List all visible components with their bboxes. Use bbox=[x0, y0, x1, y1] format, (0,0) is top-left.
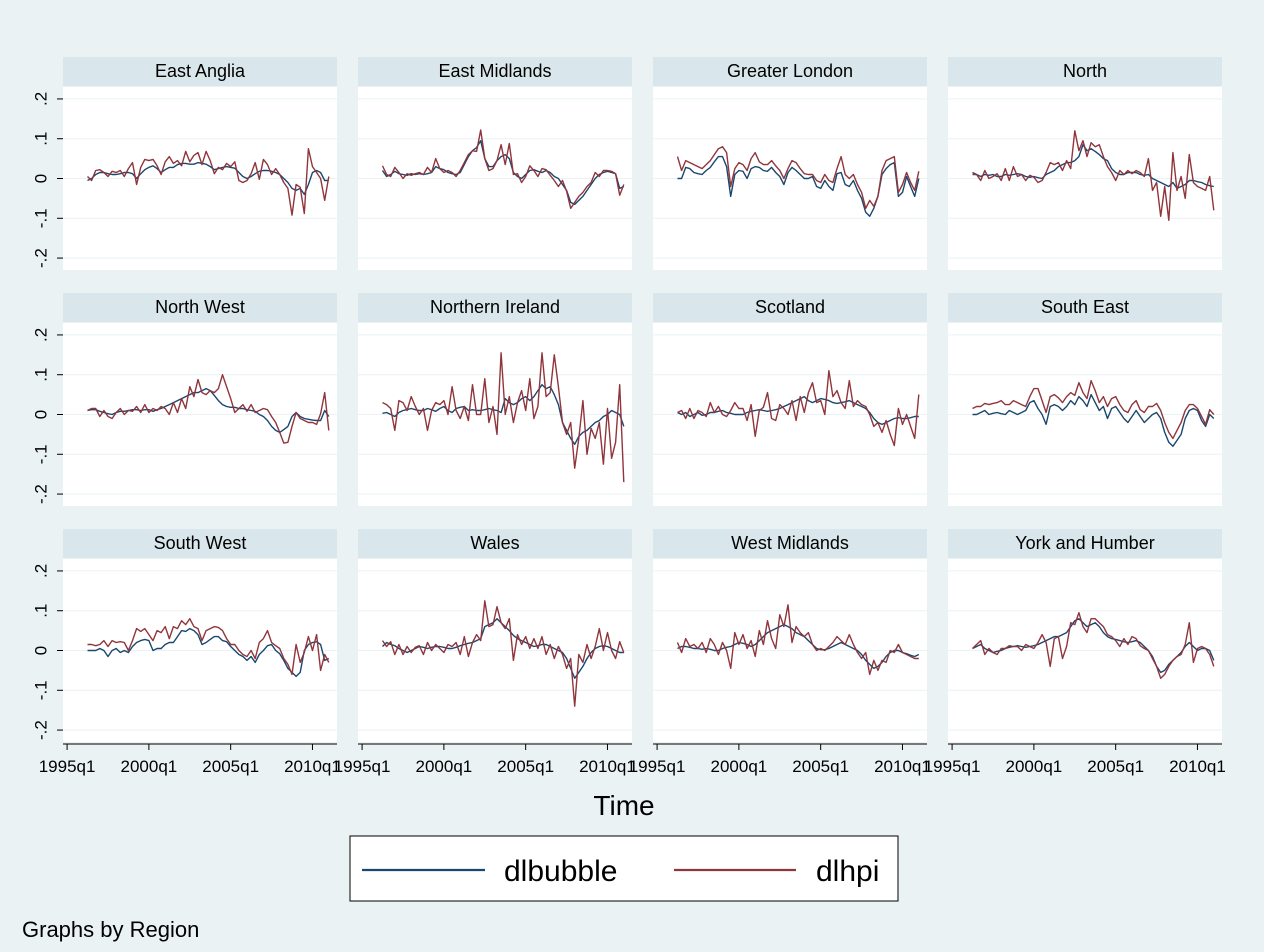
panel-strip-northern-ireland bbox=[358, 293, 632, 322]
series-line-dlhpi-northern-ireland bbox=[382, 352, 625, 483]
series-line-dlhpi-greater-london bbox=[676, 145, 920, 210]
x-tick-label: 2005q1 bbox=[792, 757, 849, 776]
panel-title-south-east: South East bbox=[1041, 297, 1129, 317]
panel-strip-york-and-humber bbox=[948, 529, 1222, 558]
series-line-dlbubble-west-midlands bbox=[677, 623, 920, 670]
panel-title-north: North bbox=[1063, 61, 1107, 81]
y-tick-label: .1 bbox=[32, 604, 51, 618]
series-line-dlhpi-south-west bbox=[87, 618, 330, 676]
y-tick-label: .1 bbox=[32, 368, 51, 382]
x-tick-label: 2010q1 bbox=[874, 757, 931, 776]
series-line-dlhpi-west-midlands bbox=[676, 604, 919, 676]
y-tick-label: 0 bbox=[32, 646, 51, 655]
series-line-dlbubble-east-anglia bbox=[87, 161, 329, 196]
legend-box bbox=[349, 835, 899, 902]
x-tick-label: 2010q1 bbox=[284, 757, 341, 776]
panel-title-northern-ireland: Northern Ireland bbox=[430, 297, 560, 317]
series-line-dlbubble-north bbox=[972, 143, 1214, 190]
panel-strip-south-east bbox=[948, 293, 1222, 322]
panel-title-south-west: South West bbox=[154, 533, 247, 553]
series-line-dlhpi-east-anglia bbox=[87, 147, 330, 216]
series-line-dlbubble-south-west bbox=[87, 627, 330, 678]
series-line-dlhpi-north bbox=[972, 130, 1215, 222]
panel-strip-west-midlands bbox=[653, 529, 927, 558]
panel-east-midlands: East Midlands bbox=[358, 57, 632, 270]
panel-strip-south-west bbox=[63, 529, 337, 558]
x-tick-label: 2000q1 bbox=[121, 757, 178, 776]
x-axis-label: Time bbox=[593, 790, 654, 821]
series-line-dlhpi-york-and-humber bbox=[972, 612, 1215, 679]
panel-strip-scotland bbox=[653, 293, 927, 322]
panel-title-west-midlands: West Midlands bbox=[731, 533, 849, 553]
panel-greater-london: Greater London bbox=[653, 57, 927, 270]
panel-york-and-humber: York and Humber bbox=[948, 529, 1222, 742]
y-tick-label: .1 bbox=[32, 132, 51, 146]
x-tick-label: 2000q1 bbox=[711, 757, 768, 776]
y-tick-label: 0 bbox=[32, 410, 51, 419]
x-tick-label: 2010q1 bbox=[579, 757, 636, 776]
y-tick-label: -.1 bbox=[32, 208, 51, 228]
panel-strip-greater-london bbox=[653, 57, 927, 86]
series-line-dlhpi-north-west bbox=[87, 374, 330, 444]
y-tick-label: -.2 bbox=[32, 720, 51, 740]
x-tick-label: 1995q1 bbox=[924, 757, 981, 776]
y-tick-label: 0 bbox=[32, 174, 51, 183]
x-tick-label: 2000q1 bbox=[416, 757, 473, 776]
y-tick-label: .2 bbox=[32, 92, 51, 106]
panel-title-east-midlands: East Midlands bbox=[438, 61, 551, 81]
panel-west-midlands: West Midlands bbox=[653, 529, 927, 742]
panel-title-york-and-humber: York and Humber bbox=[1015, 533, 1154, 553]
panel-strip-wales bbox=[358, 529, 632, 558]
x-tick-label: 2005q1 bbox=[1087, 757, 1144, 776]
legend-label-dlbubble: dlbubble bbox=[504, 855, 617, 888]
legend: dlbubble dlhpi bbox=[349, 835, 899, 902]
x-tick-label: 2000q1 bbox=[1006, 757, 1063, 776]
y-tick-label: -.1 bbox=[32, 680, 51, 700]
panel-scotland: Scotland bbox=[653, 293, 927, 506]
panel-title-wales: Wales bbox=[470, 533, 519, 553]
x-tick-label: 1995q1 bbox=[629, 757, 686, 776]
panel-title-east-anglia: East Anglia bbox=[155, 61, 246, 81]
panel-title-north-west: North West bbox=[155, 297, 245, 317]
panels: East Anglia -.2 -.1 0 .1 .2 East Midlands Great… bbox=[32, 57, 1222, 742]
x-tick-label: 1995q1 bbox=[39, 757, 96, 776]
panel-title-scotland: Scotland bbox=[755, 297, 825, 317]
series-line-dlhpi-east-midlands bbox=[381, 129, 625, 210]
legend-label-dlhpi: dlhpi bbox=[816, 855, 879, 888]
series-line-dlhpi-scotland bbox=[677, 370, 920, 447]
panel-north-west: North West -.2 -.1 0 .1 .2 bbox=[32, 293, 337, 506]
panel-northern-ireland: Northern Ireland bbox=[358, 293, 632, 506]
y-tick-label: .2 bbox=[32, 564, 51, 578]
panel-strip-north bbox=[948, 57, 1222, 86]
panel-wales: Wales bbox=[358, 529, 632, 742]
series-line-dlhpi-wales bbox=[381, 600, 625, 707]
x-tick-label: 2010q1 bbox=[1169, 757, 1226, 776]
y-tick-label: -.1 bbox=[32, 444, 51, 464]
panel-north: North bbox=[948, 57, 1222, 270]
panel-south-west: South West -.2 -.1 0 .1 .2 bbox=[32, 529, 337, 742]
series-line-dlhpi-south-east bbox=[972, 380, 1215, 440]
panel-strip-east-midlands bbox=[358, 57, 632, 86]
y-tick-label: -.2 bbox=[32, 248, 51, 268]
x-tick-label: 2005q1 bbox=[202, 757, 259, 776]
panel-title-greater-london: Greater London bbox=[727, 61, 853, 81]
y-tick-label: .2 bbox=[32, 328, 51, 342]
panel-south-east: South East bbox=[948, 293, 1222, 506]
x-tick-label: 1995q1 bbox=[334, 757, 391, 776]
panel-strip-east-anglia bbox=[63, 57, 337, 86]
y-tick-label: -.2 bbox=[32, 484, 51, 504]
x-tick-label: 2005q1 bbox=[497, 757, 554, 776]
panel-strip-north-west bbox=[63, 293, 337, 322]
panel-east-anglia: East Anglia -.2 -.1 0 .1 .2 bbox=[32, 57, 337, 270]
series-line-dlbubble-south-east bbox=[972, 393, 1215, 447]
graphs-by-note: Graphs by Region bbox=[22, 917, 199, 942]
